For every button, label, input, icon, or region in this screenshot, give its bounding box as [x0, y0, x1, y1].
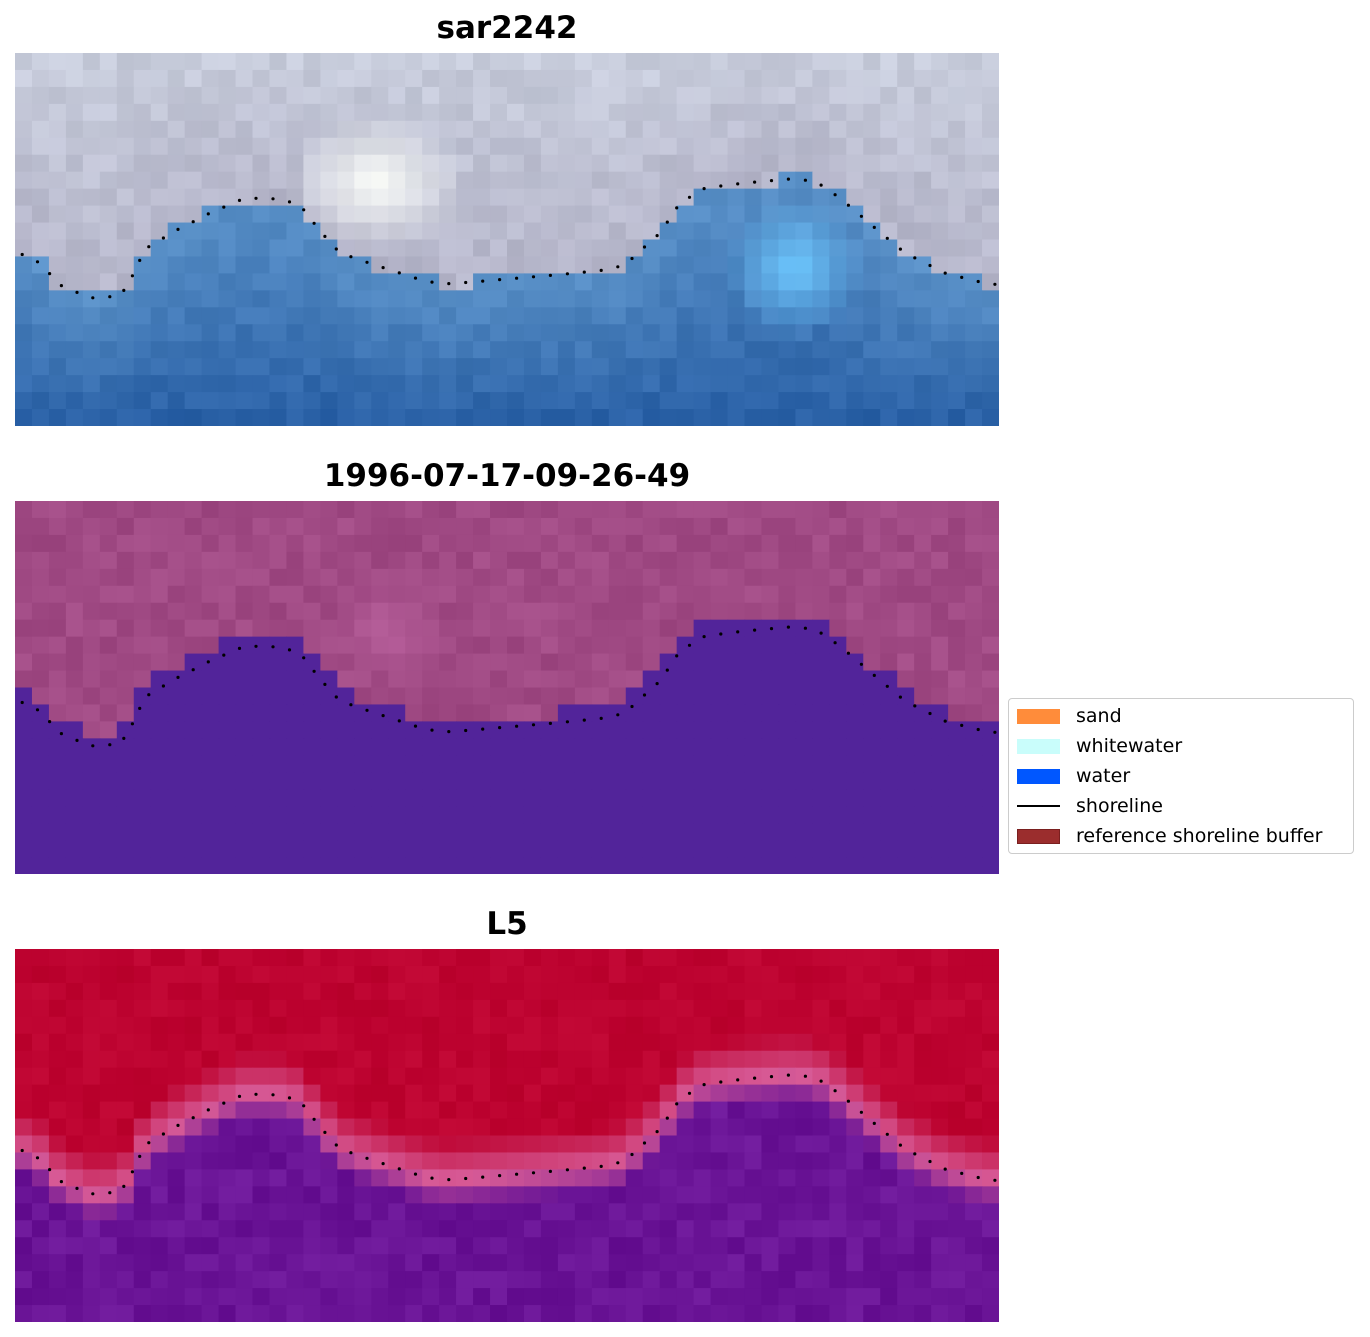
legend-item-sand: sand: [1017, 705, 1122, 727]
legend-label-shoreline: shoreline: [1076, 795, 1163, 817]
panel-classified-image: [15, 501, 999, 874]
panel-index-image: [15, 949, 999, 1322]
legend-item-reference-buffer: reference shoreline buffer: [1017, 825, 1322, 847]
legend-label-whitewater: whitewater: [1076, 735, 1183, 757]
shoreline-line-icon: [1017, 805, 1060, 807]
shoreline-dots: [20, 625, 997, 748]
legend-item-whitewater: whitewater: [1017, 735, 1182, 757]
legend-label-water: water: [1076, 765, 1131, 787]
legend-label-reference-buffer: reference shoreline buffer: [1076, 825, 1323, 847]
shoreline-dots: [20, 177, 997, 300]
legend: sand whitewater water shoreline referenc…: [1008, 698, 1354, 854]
whitewater-swatch: [1017, 738, 1060, 754]
panel-classified-title: 1996-07-17-09-26-49: [323, 458, 691, 494]
panel-rgb-image: [15, 53, 999, 426]
reference-buffer-swatch: [1017, 828, 1060, 844]
legend-item-water: water: [1017, 765, 1130, 787]
panel-index-title: L5: [486, 906, 528, 942]
shoreline-dots: [20, 1073, 997, 1196]
legend-label-sand: sand: [1076, 705, 1122, 727]
water-swatch: [1017, 768, 1060, 784]
legend-item-shoreline: shoreline: [1017, 795, 1163, 817]
panel-rgb-title: sar2242: [436, 10, 578, 46]
sand-swatch: [1017, 708, 1060, 724]
